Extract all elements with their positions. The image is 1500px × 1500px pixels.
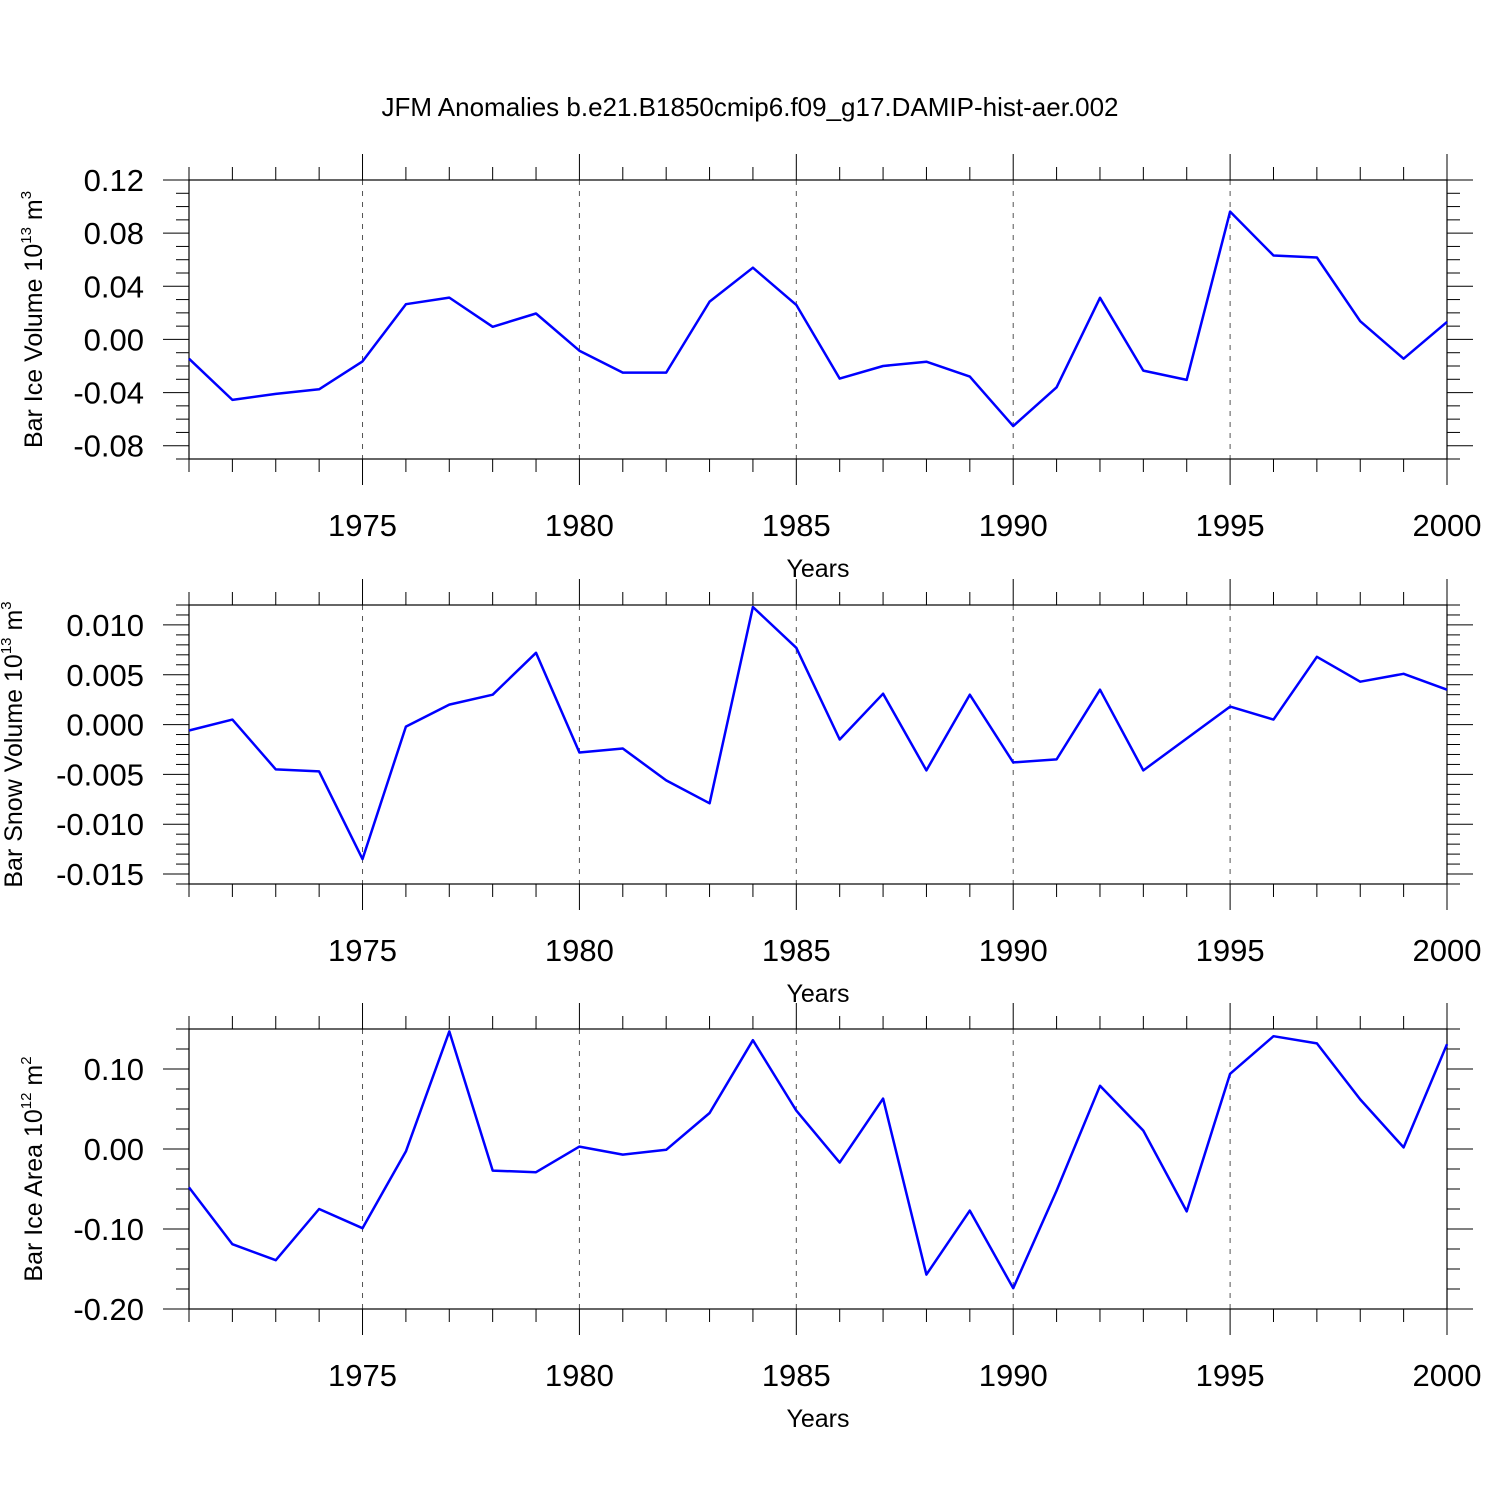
y-tick-label: -0.005	[56, 757, 144, 792]
x-tick-label: 1995	[1196, 933, 1265, 968]
y-tick-label: -0.04	[73, 376, 144, 411]
x-tick-label: 2000	[1413, 508, 1482, 543]
x-tick-label: 1995	[1196, 508, 1265, 543]
y-tick-label: -0.10	[73, 1212, 144, 1247]
y-tick-label: 0.00	[84, 322, 144, 357]
x-tick-label: 1980	[545, 933, 614, 968]
y-axis-label: Bar Snow Volume 1013 m3	[0, 601, 28, 887]
y-tick-label: 0.04	[84, 269, 144, 304]
x-tick-label: 1975	[328, 1358, 397, 1393]
series-line-ice-area	[188, 1030, 1449, 1290]
x-tick-label: 1985	[762, 933, 831, 968]
x-tick-label: 1990	[979, 508, 1048, 543]
chart-title: JFM Anomalies b.e21.B1850cmip6.f09_g17.D…	[381, 92, 1118, 122]
series-line-snow-volume	[188, 605, 1448, 861]
x-tick-label: 1975	[328, 933, 397, 968]
y-tick-label: 0.12	[84, 163, 144, 198]
y-tick-label: -0.010	[56, 807, 144, 842]
x-tick-label: 1995	[1196, 1358, 1265, 1393]
x-tick-label: 1980	[545, 1358, 614, 1393]
x-tick-label: 1990	[979, 933, 1048, 968]
panel-ice-area: 1975 1980 1985 1990 1995 2000 Years -0.20 -0.10 0…	[18, 1003, 1481, 1433]
y-tick-label: 0.08	[84, 216, 144, 251]
panel-snow-volume: 1975 1980 1985 1990 1995 2000 Years -0.015 -0.01…	[0, 579, 1481, 1008]
y-axis-label: Bar Ice Volume 1013 m3	[18, 191, 48, 448]
x-tick-label: 1990	[979, 1358, 1048, 1393]
y-tick-label: 0.000	[66, 708, 144, 743]
plot-frame	[188, 604, 1448, 885]
x-tick-label: 1985	[762, 1358, 831, 1393]
x-tick-label: 1985	[762, 508, 831, 543]
y-tick-label: -0.20	[73, 1292, 144, 1327]
panel-ice-volume: 1975 1980 1985 1990 1995 2000 Years -0.08 -0.04 0…	[18, 154, 1481, 583]
y-tick-label: -0.015	[56, 857, 144, 892]
y-tick-label: 0.10	[84, 1052, 144, 1087]
y-tick-label: 0.00	[84, 1132, 144, 1167]
x-axis-label: Years	[786, 555, 849, 583]
y-tick-label: 0.005	[66, 658, 144, 693]
x-axis-label: Years	[786, 980, 849, 1008]
series-line-ice-volume	[188, 210, 1448, 428]
x-tick-label: 2000	[1413, 933, 1482, 968]
x-axis-label: Years	[786, 1405, 849, 1433]
x-tick-label: 2000	[1413, 1358, 1482, 1393]
y-axis-label: Bar Ice Area 1012 m2	[18, 1056, 48, 1281]
plot-frame	[188, 1028, 1448, 1310]
plot-frame	[188, 179, 1448, 460]
x-tick-label: 1975	[328, 508, 397, 543]
y-tick-label: -0.08	[73, 429, 144, 464]
x-tick-label: 1980	[545, 508, 614, 543]
y-tick-label: 0.010	[66, 608, 144, 643]
